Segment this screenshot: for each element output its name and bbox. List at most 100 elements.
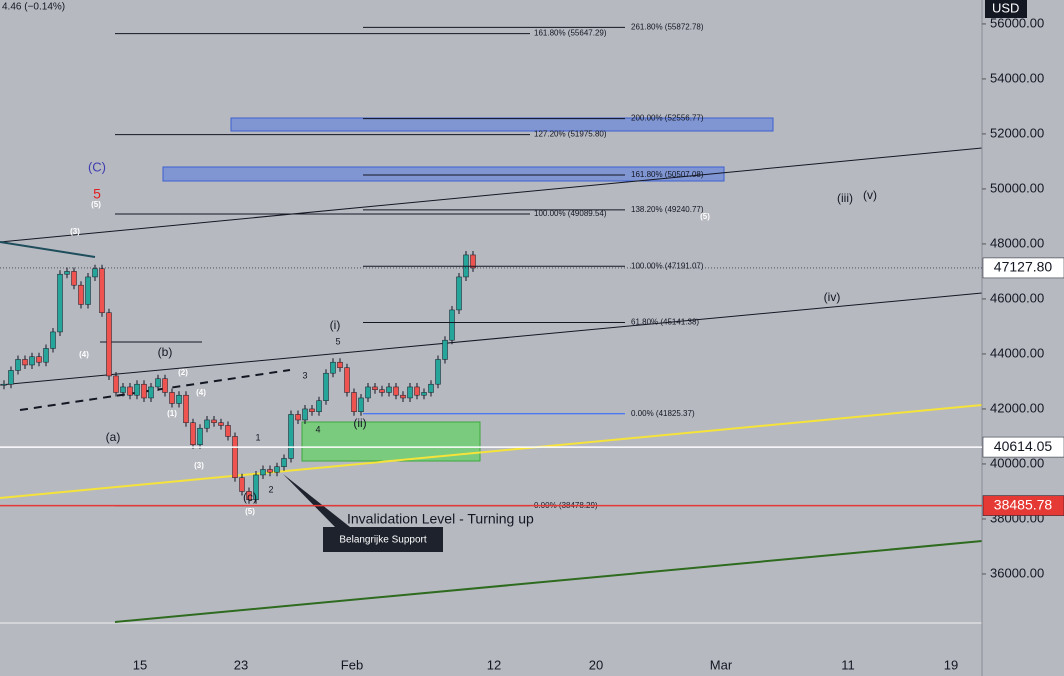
currency: USD xyxy=(992,0,1019,15)
x-tick-label: 20 xyxy=(589,657,603,672)
candle xyxy=(435,359,441,385)
candle xyxy=(148,386,154,399)
x-tick-label: Feb xyxy=(341,657,363,672)
candle xyxy=(127,386,133,396)
candle xyxy=(71,271,77,286)
y-tick-label: 40000.00 xyxy=(990,455,1044,470)
wave-label: (3) xyxy=(194,461,204,470)
y-tick-label: 54000.00 xyxy=(990,70,1044,85)
candle xyxy=(183,394,189,423)
candle xyxy=(400,394,406,399)
price-tag xyxy=(982,436,1064,458)
fib-label: 261.80% (55872.78) xyxy=(631,23,704,32)
candle xyxy=(302,408,308,421)
wave-label: (2) xyxy=(178,368,188,377)
wave-label: 5 xyxy=(93,186,101,202)
trend-line xyxy=(114,540,983,623)
wave-label: (i) xyxy=(330,318,341,332)
candle xyxy=(197,427,203,445)
wave-label: (5) xyxy=(91,200,101,209)
wave-label: (c) xyxy=(243,490,257,504)
candle xyxy=(1,383,7,386)
y-tick-label: 56000.00 xyxy=(990,15,1044,30)
candle xyxy=(29,356,35,366)
price-tag xyxy=(982,257,1064,279)
candle xyxy=(421,392,427,396)
wave-label: (v) xyxy=(863,188,877,202)
candle xyxy=(169,392,175,404)
candle xyxy=(351,392,357,412)
candle xyxy=(43,348,49,363)
fib-label: 138.20% (49240.77) xyxy=(631,205,704,214)
candle xyxy=(246,491,252,500)
candle xyxy=(470,254,476,269)
fib-label: 161.80% (50507.08) xyxy=(631,170,704,179)
annotation: Invalidation Level - Turning up xyxy=(347,511,534,527)
candle xyxy=(295,414,301,421)
price-tag-label: 38485.78 xyxy=(994,496,1053,512)
candle xyxy=(176,394,182,404)
fib-label: 127.20% (51975.80) xyxy=(534,130,607,139)
candle xyxy=(204,419,210,429)
candle xyxy=(113,375,119,393)
wave-label: (5) xyxy=(245,507,255,516)
x-tick-label: 23 xyxy=(234,657,248,672)
y-tick-label: 44000.00 xyxy=(990,345,1044,360)
x-tick-label: 19 xyxy=(944,657,958,672)
candle xyxy=(309,408,315,412)
candle xyxy=(288,414,294,459)
y-tick-label: 42000.00 xyxy=(990,400,1044,415)
x-tick-label: 12 xyxy=(487,657,501,672)
y-tick-label: 48000.00 xyxy=(990,235,1044,250)
fib-label: 161.80% (55647.29) xyxy=(534,29,607,38)
wave-label: (C) xyxy=(88,159,106,174)
candle xyxy=(22,359,28,366)
wave-label: (ii) xyxy=(353,416,366,430)
candle xyxy=(253,474,259,500)
candle xyxy=(386,386,392,393)
wave-label: (b) xyxy=(158,345,173,359)
candle xyxy=(428,383,434,393)
candle xyxy=(358,397,364,412)
y-tick-label: 50000.00 xyxy=(990,180,1044,195)
wave-label: (1) xyxy=(167,409,177,418)
candle xyxy=(232,436,238,478)
candle xyxy=(211,419,217,423)
candle xyxy=(85,276,91,305)
candle xyxy=(78,284,84,305)
header: 4.46 (−0.14%) xyxy=(2,2,65,13)
candle xyxy=(372,386,378,390)
y-tick-label: 52000.00 xyxy=(990,125,1044,140)
currency-box xyxy=(985,0,1027,18)
zone xyxy=(162,166,725,182)
price-tag xyxy=(982,495,1064,516)
fib-label: 100.00% (47191.07) xyxy=(631,261,704,270)
candle xyxy=(260,469,266,476)
candle xyxy=(218,422,224,426)
candle xyxy=(15,359,21,371)
candle xyxy=(239,477,245,492)
candle xyxy=(64,271,70,275)
candle xyxy=(57,273,63,333)
candle xyxy=(36,356,42,363)
x-tick-label: Mar xyxy=(710,657,733,672)
wave-label: (a) xyxy=(106,430,121,444)
price-tag-label: 47127.80 xyxy=(994,259,1053,275)
wave-label: (4) xyxy=(196,388,206,397)
candle xyxy=(274,466,280,473)
wave-label: 1 xyxy=(255,432,260,442)
x-tick-label: 15 xyxy=(133,657,147,672)
trend-line xyxy=(0,147,983,243)
candle xyxy=(99,268,105,313)
fib-label: 200.00% (52556.77) xyxy=(631,114,704,123)
candle xyxy=(190,422,196,445)
candle xyxy=(50,331,56,349)
candle xyxy=(344,367,350,393)
candle xyxy=(316,400,322,412)
candle xyxy=(106,312,112,377)
candle xyxy=(323,372,329,401)
wave-label: (iv) xyxy=(824,290,841,304)
wave-label: (iii) xyxy=(837,191,853,205)
wave-label: 3 xyxy=(302,370,307,380)
